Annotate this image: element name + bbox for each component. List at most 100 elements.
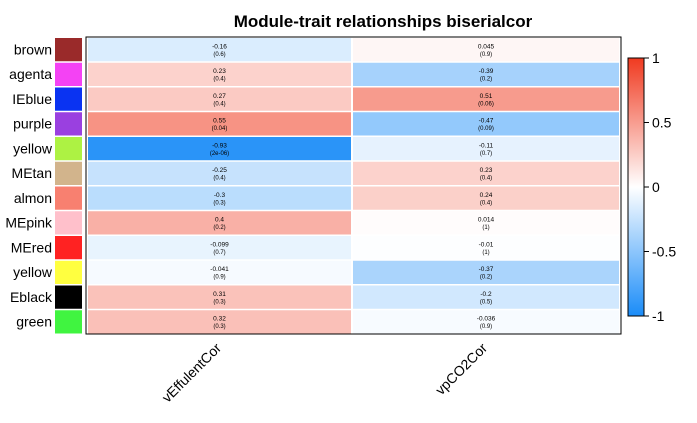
heatmap-cell <box>353 112 619 136</box>
heatmap-cell <box>88 186 351 210</box>
cell-pvalue: (0.9) <box>480 324 492 330</box>
heatmap-cell <box>88 112 351 136</box>
cell-value: 0.23 <box>213 68 226 75</box>
cell-pvalue: (0.2) <box>480 77 492 83</box>
row-label: brown <box>14 41 52 57</box>
cell-pvalue: (0.4) <box>213 101 225 107</box>
legend-colorbar <box>627 57 645 317</box>
legend-tick-label: 1 <box>652 50 660 66</box>
heatmap-cell <box>353 211 619 235</box>
row-labels: brown agenta IEblue purple yellow MEtan almon M… <box>5 41 53 329</box>
cell-pvalue: (0.6) <box>213 52 225 58</box>
row-label: yellow <box>13 140 53 156</box>
cell-pvalue: (0.4) <box>213 77 225 83</box>
cell-pvalue: (1) <box>482 250 489 256</box>
cell-value: -0.3 <box>214 192 226 199</box>
cell-value: -0.25 <box>212 167 227 174</box>
cell-value: 0.32 <box>213 316 226 323</box>
cell-value: -0.93 <box>212 142 227 149</box>
heatmap-cells: -0.16(0.6)0.045(0.9)0.23(0.4)-0.39(0.2)0… <box>88 38 619 334</box>
cell-pvalue: (2e-06) <box>210 151 229 157</box>
cell-value: 0.4 <box>215 217 224 224</box>
module-swatch <box>55 260 82 284</box>
cell-pvalue: (0.4) <box>213 176 225 182</box>
heatmap-cell <box>88 87 351 111</box>
cell-value: -0.16 <box>212 43 227 50</box>
cell-pvalue: (0.2) <box>213 225 225 231</box>
module-swatch <box>55 112 82 136</box>
heatmap-cell <box>353 236 619 260</box>
cell-pvalue: (0.9) <box>480 52 492 58</box>
heatmap-cell <box>88 62 351 86</box>
cell-value: -0.39 <box>479 68 494 75</box>
cell-pvalue: (0.2) <box>480 275 492 281</box>
heatmap-cell <box>353 87 619 111</box>
heatmap-cell <box>353 260 619 284</box>
heatmap-cell <box>353 310 619 334</box>
cell-pvalue: (0.3) <box>213 324 225 330</box>
heatmap-cell <box>353 62 619 86</box>
cell-pvalue: (0.09) <box>478 126 494 132</box>
cell-value: 0.24 <box>480 192 493 199</box>
cell-pvalue: (0.4) <box>480 176 492 182</box>
module-swatch <box>55 161 82 185</box>
heatmap-cell <box>353 285 619 309</box>
cell-value: 0.27 <box>213 93 226 100</box>
module-swatch <box>55 310 82 334</box>
cell-value: -0.099 <box>210 241 229 248</box>
heatmap-cell <box>88 310 351 334</box>
cell-pvalue: (0.3) <box>213 299 225 305</box>
heatmap-cell <box>88 38 351 62</box>
cell-pvalue: (1) <box>482 225 489 231</box>
module-swatch <box>55 236 82 260</box>
heatmap-cell <box>88 211 351 235</box>
row-label: green <box>16 314 52 330</box>
row-label: almon <box>14 190 52 206</box>
cell-pvalue: (0.3) <box>213 200 225 206</box>
heatmap-cell <box>353 186 619 210</box>
cell-value: 0.23 <box>480 167 493 174</box>
cell-pvalue: (0.7) <box>480 151 492 157</box>
row-label: Eblack <box>10 289 53 305</box>
cell-pvalue: (0.7) <box>213 250 225 256</box>
heatmap-cell <box>88 137 351 161</box>
cell-pvalue: (0.4) <box>480 200 492 206</box>
module-swatch <box>55 137 82 161</box>
cell-pvalue: (0.04) <box>212 126 228 132</box>
plot-border <box>85 36 622 335</box>
module-swatch <box>55 186 82 210</box>
module-color-swatches <box>55 38 82 334</box>
row-label: IEblue <box>12 91 52 107</box>
row-label: purple <box>13 116 52 132</box>
legend-tick-label: 0.5 <box>652 115 672 131</box>
heatmap-cell <box>88 161 351 185</box>
chart-title: Module-trait relationships biserialcor <box>234 12 533 31</box>
cell-value: -0.041 <box>210 266 229 273</box>
color-legend: 1 0.5 0 -0.5 -1 <box>627 50 676 324</box>
module-swatch <box>55 62 82 86</box>
cell-pvalue: (0.06) <box>478 101 494 107</box>
cell-value: 0.51 <box>480 93 493 100</box>
cell-value: 0.045 <box>478 43 495 50</box>
row-label: yellow <box>13 264 53 280</box>
cell-value: -0.2 <box>480 291 492 298</box>
heatmap-cell <box>88 236 351 260</box>
cell-value: 0.55 <box>213 118 226 125</box>
module-swatch <box>55 211 82 235</box>
legend-tick-label: -0.5 <box>652 244 676 260</box>
cell-value: -0.036 <box>477 316 496 323</box>
heatmap-cell <box>88 260 351 284</box>
legend-tick-label: -1 <box>652 308 665 324</box>
heatmap-cell <box>353 161 619 185</box>
cell-value: -0.01 <box>479 241 494 248</box>
heatmap-cell <box>353 38 619 62</box>
module-swatch <box>55 285 82 309</box>
cell-value: 0.31 <box>213 291 226 298</box>
column-label: vpCO2Cor <box>432 340 490 398</box>
module-swatch <box>55 87 82 111</box>
module-swatch <box>55 38 82 62</box>
row-label: agenta <box>9 66 52 82</box>
cell-value: -0.47 <box>479 118 494 125</box>
column-labels: vEffulentCor vpCO2Cor <box>159 340 491 406</box>
